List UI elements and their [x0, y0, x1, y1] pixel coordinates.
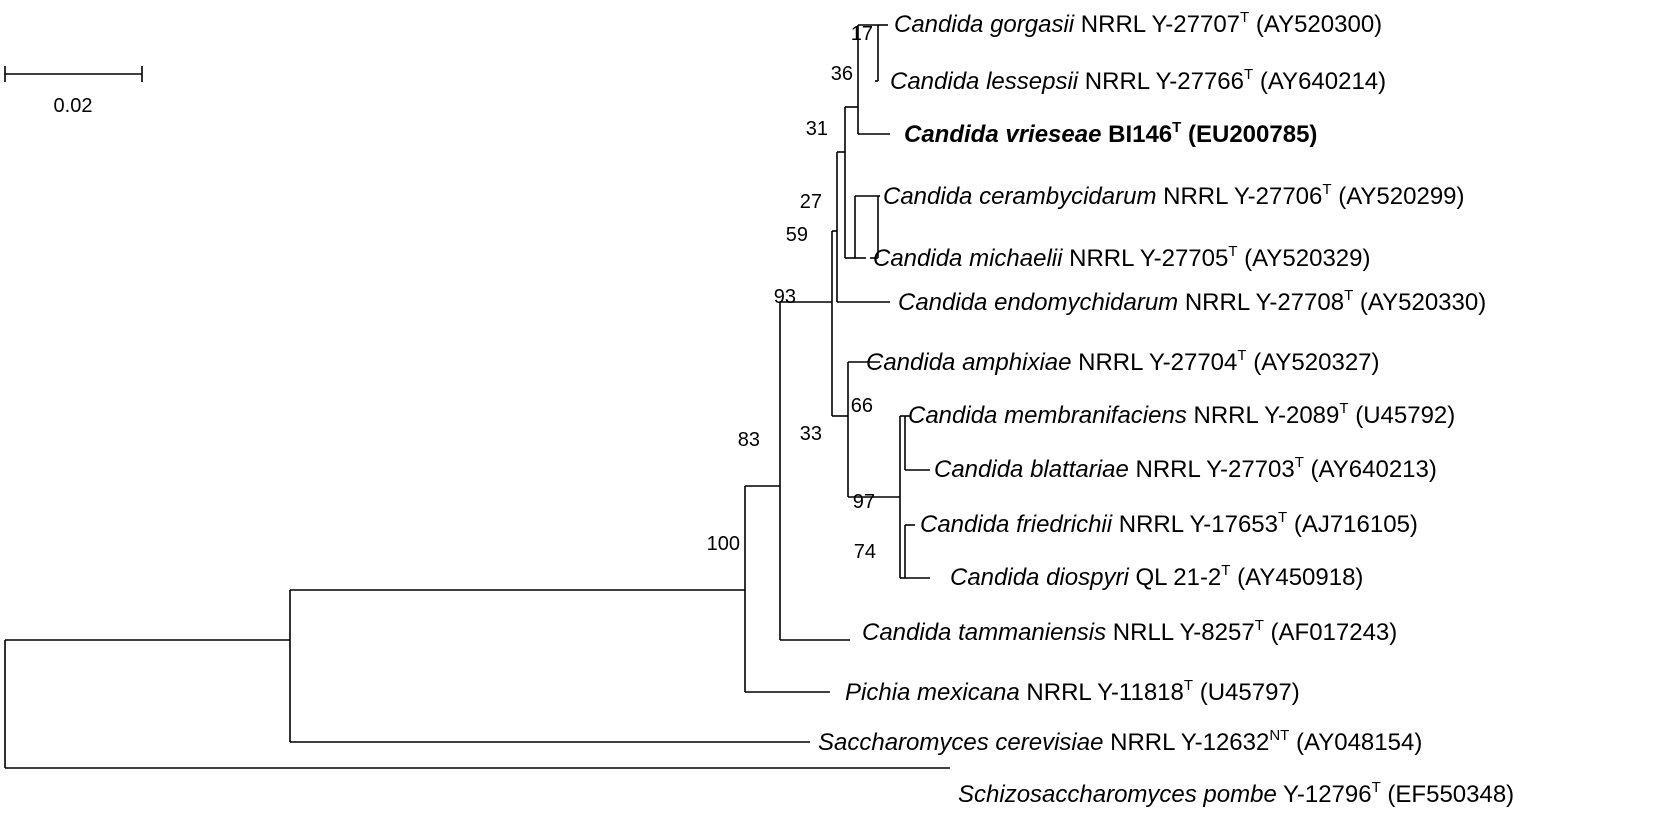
species-name: Candida membranifaciens [908, 402, 1187, 429]
accession-number: (AY520299) [1332, 183, 1465, 210]
type-strain-superscript: T [1344, 287, 1353, 304]
taxon-label-blattariae: Candida blattariae NRRL Y-27703T (AY6402… [934, 454, 1437, 483]
type-strain-superscript: T [1237, 347, 1246, 364]
bootstrap-value: 66 [851, 395, 873, 417]
type-strain-superscript: T [1322, 181, 1331, 198]
accession-number: (AY450918) [1230, 564, 1363, 591]
strain-id: NRRL Y-27703 [1129, 456, 1295, 483]
type-strain-superscript: T [1228, 243, 1237, 260]
species-name: Pichia mexicana [845, 679, 1020, 706]
taxon-label-membranifaciens: Candida membranifaciens NRRL Y-2089T (U4… [908, 400, 1455, 429]
strain-id: NRRL Y-27705 [1062, 245, 1228, 272]
species-name: Candida friedrichii [920, 511, 1113, 538]
species-name: Saccharomyces cerevisiae [818, 729, 1103, 756]
type-strain-superscript: T [1184, 677, 1193, 694]
accession-number: (AY520329) [1238, 245, 1371, 272]
species-name: Candida gorgasii [894, 11, 1075, 38]
taxon-label-friedrichii: Candida friedrichii NRRL Y-17653T (AJ716… [920, 509, 1418, 538]
accession-number: (AY520327) [1247, 349, 1380, 376]
strain-id: NRRL Y-27706 [1156, 183, 1322, 210]
species-name: Candida vrieseae [904, 121, 1101, 148]
strain-id: NRRL Y-11818 [1020, 679, 1184, 706]
accession-number: (AY520330) [1353, 289, 1486, 316]
type-strain-superscript: T [1372, 779, 1381, 796]
taxon-label-michaelii: Candida michaelii NRRL Y-27705T (AY52032… [873, 243, 1370, 272]
bootstrap-value: 97 [853, 491, 875, 513]
accession-number: (EU200785) [1181, 121, 1317, 148]
accession-number: (EF550348) [1381, 781, 1514, 808]
taxon-label-cerambycidarum: Candida cerambycidarum NRRL Y-27706T (AY… [883, 181, 1465, 210]
taxon-label-endomychidarum: Candida endomychidarum NRRL Y-27708T (AY… [898, 287, 1486, 316]
taxon-label-diospyri: Candida diospyri QL 21-2T (AY450918) [950, 562, 1363, 591]
type-strain-superscript: T [1172, 119, 1181, 136]
accession-number: (AF017243) [1264, 619, 1397, 646]
strain-id: NRRL Y-27766 [1078, 68, 1244, 95]
accession-number: (U45797) [1193, 679, 1300, 706]
accession-number: (AY048154) [1289, 729, 1422, 756]
bootstrap-value: 36 [831, 63, 853, 85]
tree-branches [4, 24, 950, 769]
taxon-label-lessepsii: Candida lessepsii NRRL Y-27766T (AY64021… [890, 66, 1386, 95]
bootstrap-value: 31 [806, 118, 828, 140]
species-name: Candida endomychidarum [898, 289, 1178, 316]
strain-id: NRRL Y-2089 [1187, 402, 1340, 429]
species-name: Candida amphixiae [866, 349, 1071, 376]
strain-id: NRRL Y-27708 [1178, 289, 1344, 316]
bootstrap-value: 93 [774, 286, 796, 308]
scale-bar-label: 0.02 [54, 95, 93, 117]
accession-number: (AY520300) [1249, 11, 1382, 38]
taxon-label-amphixiae: Candida amphixiae NRRL Y-27704T (AY52032… [866, 347, 1380, 376]
bootstrap-value: 83 [738, 429, 760, 451]
strain-id: NRRL Y-27707 [1074, 11, 1240, 38]
strain-id: QL 21-2 [1129, 564, 1222, 591]
species-name: Candida michaelii [873, 245, 1063, 272]
species-name: Candida lessepsii [890, 68, 1079, 95]
type-strain-superscript: T [1244, 66, 1253, 83]
taxon-label-tammaniensis: Candida tammaniensis NRLL Y-8257T (AF017… [862, 617, 1397, 646]
accession-number: (AY640214) [1253, 68, 1386, 95]
taxon-label-pombe: Schizosaccharomyces pombe Y-12796T (EF55… [958, 779, 1514, 808]
bootstrap-values: 17 36 31 27 59 93 66 33 97 74 83 100 [707, 23, 876, 563]
bootstrap-value: 100 [707, 533, 740, 555]
bootstrap-value: 59 [786, 224, 808, 246]
type-strain-superscript: T [1295, 454, 1304, 471]
strain-id: NRLL Y-8257 [1106, 619, 1255, 646]
type-strain-superscript: NT [1269, 727, 1289, 744]
accession-number: (AJ716105) [1287, 511, 1418, 538]
strain-id: BI146 [1101, 121, 1172, 148]
type-strain-superscript: T [1278, 509, 1287, 526]
bootstrap-value: 27 [800, 191, 822, 213]
strain-id: NRRL Y-17653 [1112, 511, 1278, 538]
species-name: Candida blattariae [934, 456, 1129, 483]
type-strain-superscript: T [1240, 9, 1249, 26]
taxon-labels: Candida gorgasii NRRL Y-27707T (AY520300… [818, 9, 1514, 808]
strain-id: NRRL Y-27704 [1071, 349, 1237, 376]
accession-number: (U45792) [1349, 402, 1456, 429]
accession-number: (AY640213) [1304, 456, 1437, 483]
taxon-label-vrieseae: Candida vrieseae BI146T (EU200785) [904, 119, 1317, 148]
bootstrap-value: 74 [854, 541, 876, 563]
type-strain-superscript: T [1255, 617, 1264, 634]
species-name: Candida tammaniensis [862, 619, 1106, 646]
bootstrap-value: 33 [800, 423, 822, 445]
species-name: Schizosaccharomyces pombe [958, 781, 1277, 808]
species-name: Candida cerambycidarum [883, 183, 1156, 210]
taxon-label-gorgasii: Candida gorgasii NRRL Y-27707T (AY520300… [894, 9, 1382, 38]
type-strain-superscript: T [1339, 400, 1348, 417]
strain-id: Y-12796 [1277, 781, 1372, 808]
species-name: Candida diospyri [950, 564, 1129, 591]
type-strain-superscript: T [1221, 562, 1230, 579]
taxon-label-mexicana: Pichia mexicana NRRL Y-11818T (U45797) [845, 677, 1300, 706]
bootstrap-value: 17 [851, 23, 873, 45]
taxon-label-cerevisiae: Saccharomyces cerevisiae NRRL Y-12632NT … [818, 727, 1422, 756]
strain-id: NRRL Y-12632 [1103, 729, 1269, 756]
scale-bar: 0.02 [4, 66, 143, 117]
